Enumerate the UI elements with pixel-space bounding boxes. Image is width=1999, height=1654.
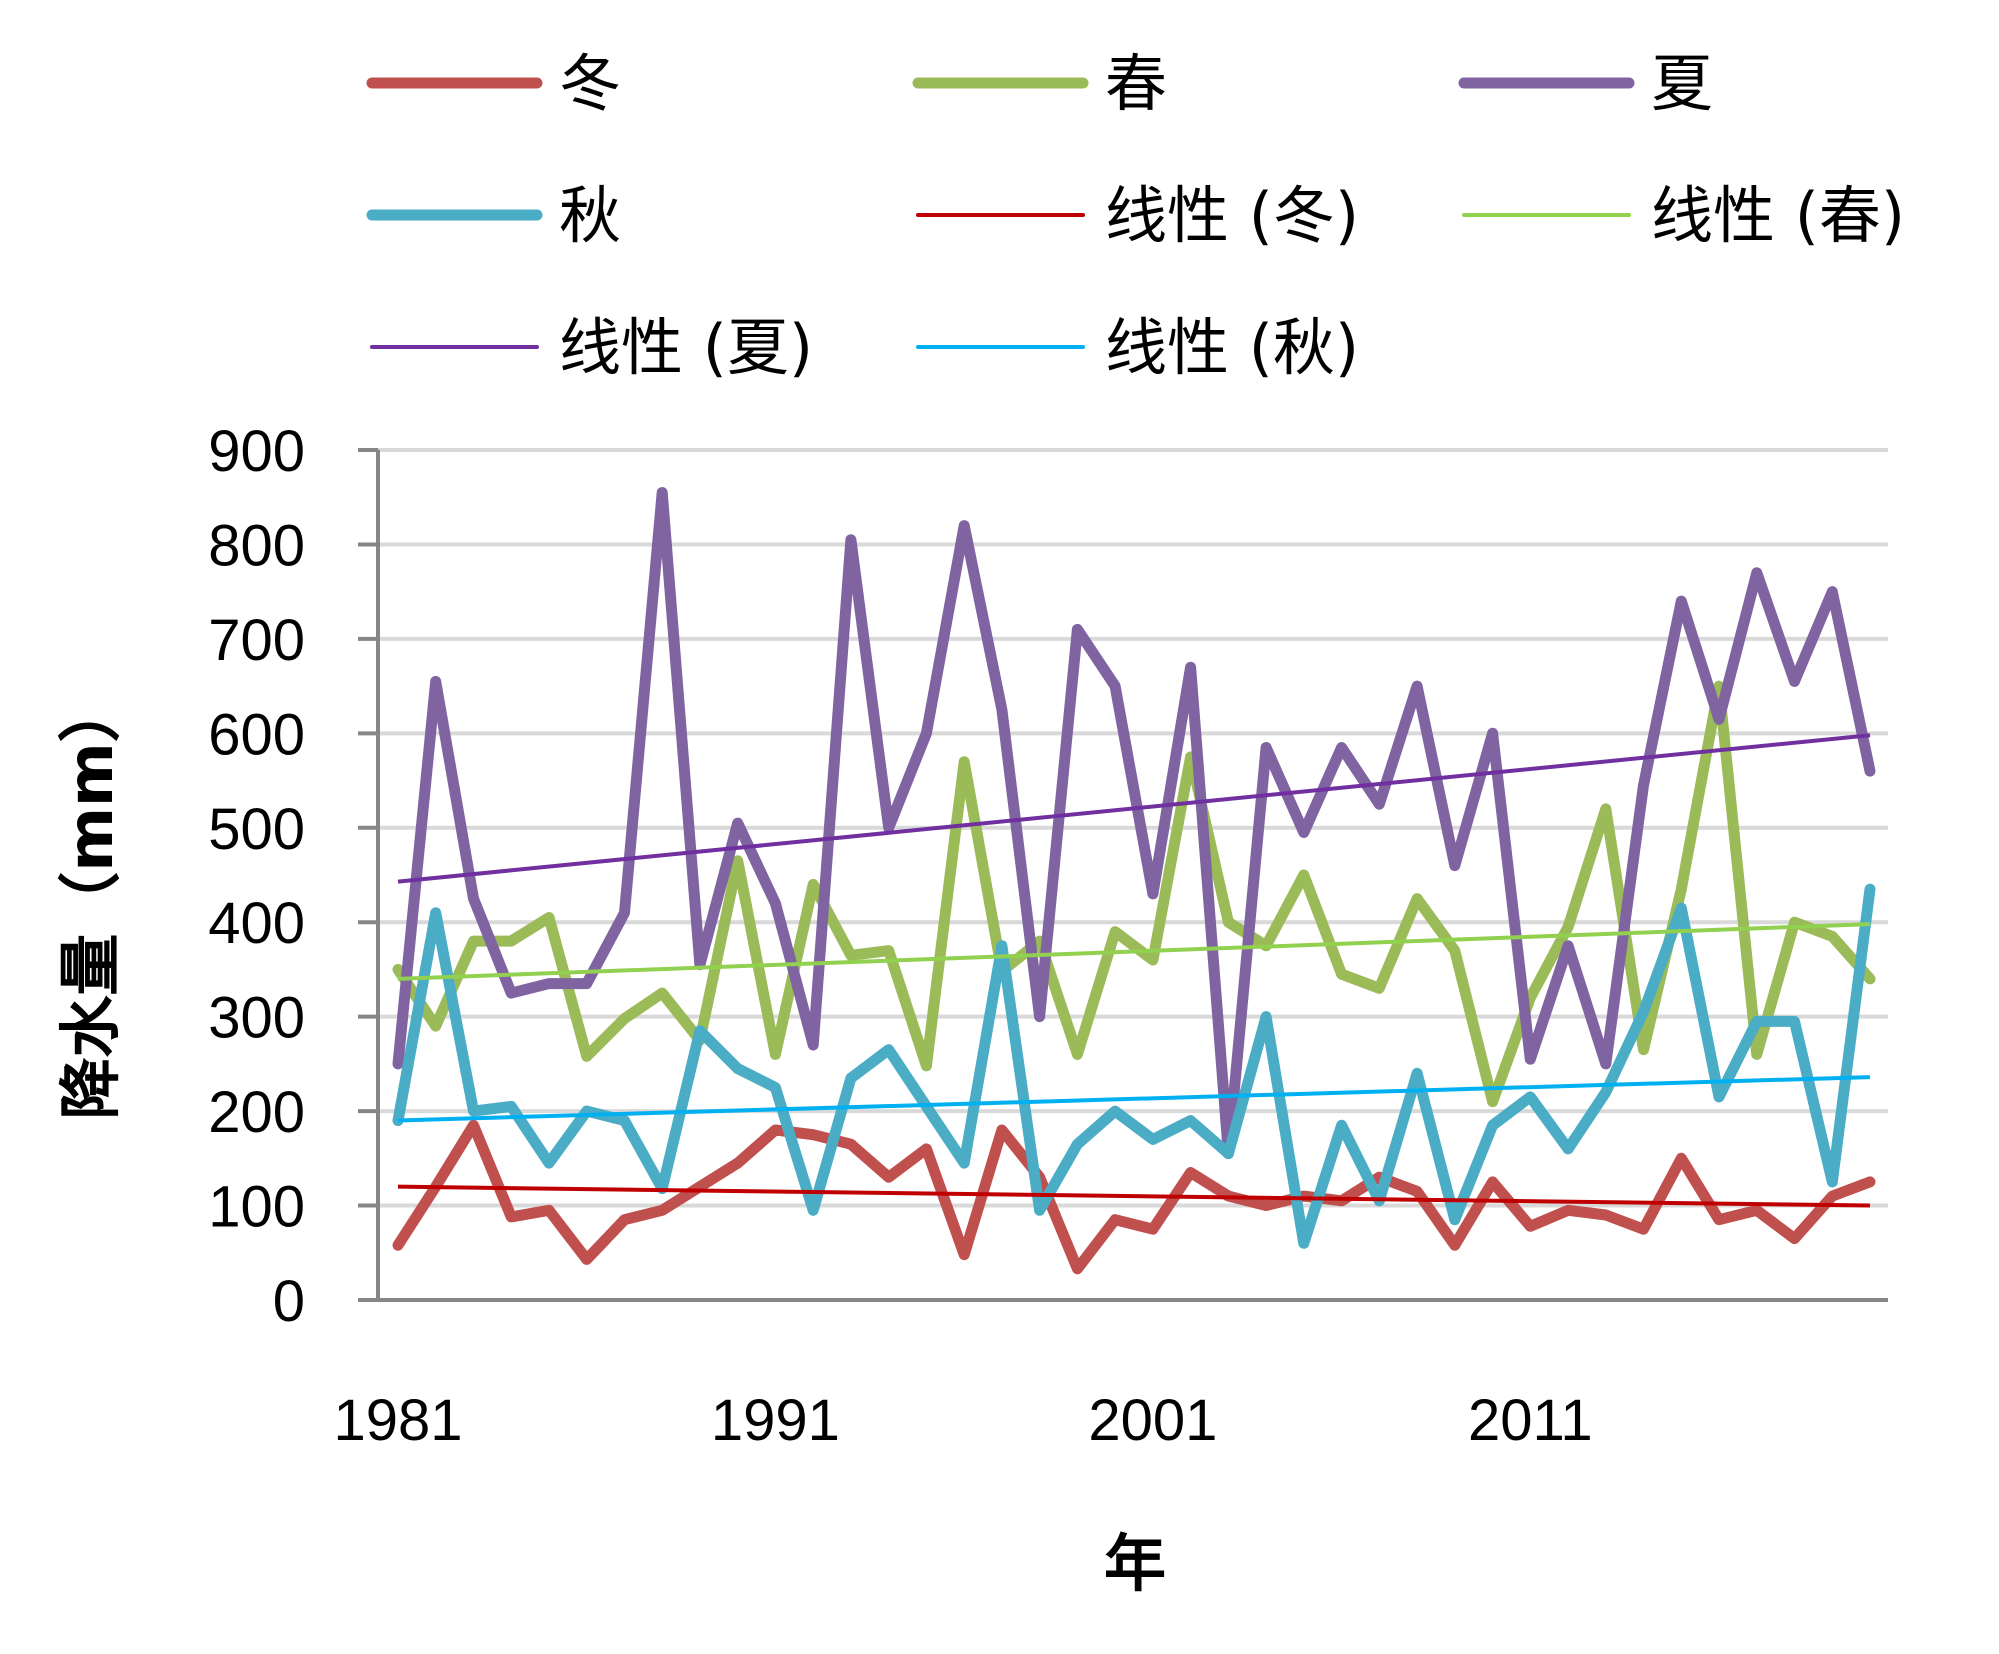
- trendline-summer_trend: [397, 733, 1871, 884]
- y-tick-label: 0: [273, 1269, 305, 1334]
- legend-item-summer_trend: 线性 (夏): [370, 311, 813, 384]
- gridlines: [378, 448, 1888, 1208]
- y-axis-title: 降水量（mm）: [54, 680, 127, 1119]
- legend-label: 秋: [559, 179, 621, 252]
- legend-label: 线性 (冬): [1105, 179, 1359, 252]
- y-tick-label: 400: [208, 891, 305, 956]
- y-tick-label: 900: [208, 419, 305, 484]
- legend-item-summer: 夏: [1458, 47, 1713, 120]
- y-tick-label: 300: [208, 986, 305, 1051]
- y-tick-label: 500: [208, 797, 305, 862]
- x-tick-labels: 1981 1991 2001 2011: [333, 1388, 1592, 1453]
- x-axis-title: 年: [1104, 1527, 1166, 1600]
- legend-item-spring_trend: 线性 (春): [1462, 179, 1905, 252]
- y-tick-label: 100: [208, 1175, 305, 1240]
- trendline-autumn_trend: [397, 1075, 1871, 1123]
- trendline-winter_trend: [397, 1184, 1871, 1208]
- legend: 冬 春 夏秋 线性 (冬) 线性 (春) 线性 (夏) 线性 (秋): [366, 47, 1905, 384]
- x-tick-label: 1981: [333, 1388, 462, 1453]
- series-line-winter: [392, 1119, 1876, 1275]
- y-tick-label: 800: [208, 513, 305, 578]
- legend-label: 线性 (夏): [559, 311, 813, 384]
- trendline-spring_trend: [397, 922, 1871, 981]
- x-tick-label: 1991: [711, 1388, 840, 1453]
- series-line-autumn: [392, 883, 1876, 1249]
- y-tick-labels: 0 100 200 300 400 500 600 700 800 900: [208, 419, 305, 1334]
- legend-label: 冬: [559, 47, 621, 120]
- legend-item-spring: 春: [912, 47, 1167, 120]
- legend-item-winter_trend: 线性 (冬): [916, 179, 1359, 252]
- legend-item-autumn_trend: 线性 (秋): [916, 311, 1359, 384]
- legend-item-winter: 冬: [366, 47, 621, 120]
- y-tick-label: 600: [208, 702, 305, 767]
- x-tick-label: 2001: [1088, 1388, 1217, 1453]
- series-line-summer: [392, 487, 1876, 1160]
- legend-label: 线性 (春): [1651, 179, 1905, 252]
- y-tick-label: 200: [208, 1080, 305, 1145]
- legend-item-autumn: 秋: [366, 179, 621, 252]
- legend-label: 线性 (秋): [1105, 311, 1359, 384]
- axes: [358, 448, 1888, 1302]
- legend-label: 夏: [1651, 47, 1713, 120]
- x-tick-label: 2011: [1468, 1388, 1593, 1453]
- y-tick-label: 700: [208, 608, 305, 673]
- legend-label: 春: [1105, 47, 1167, 120]
- series-lines: [392, 487, 1876, 1275]
